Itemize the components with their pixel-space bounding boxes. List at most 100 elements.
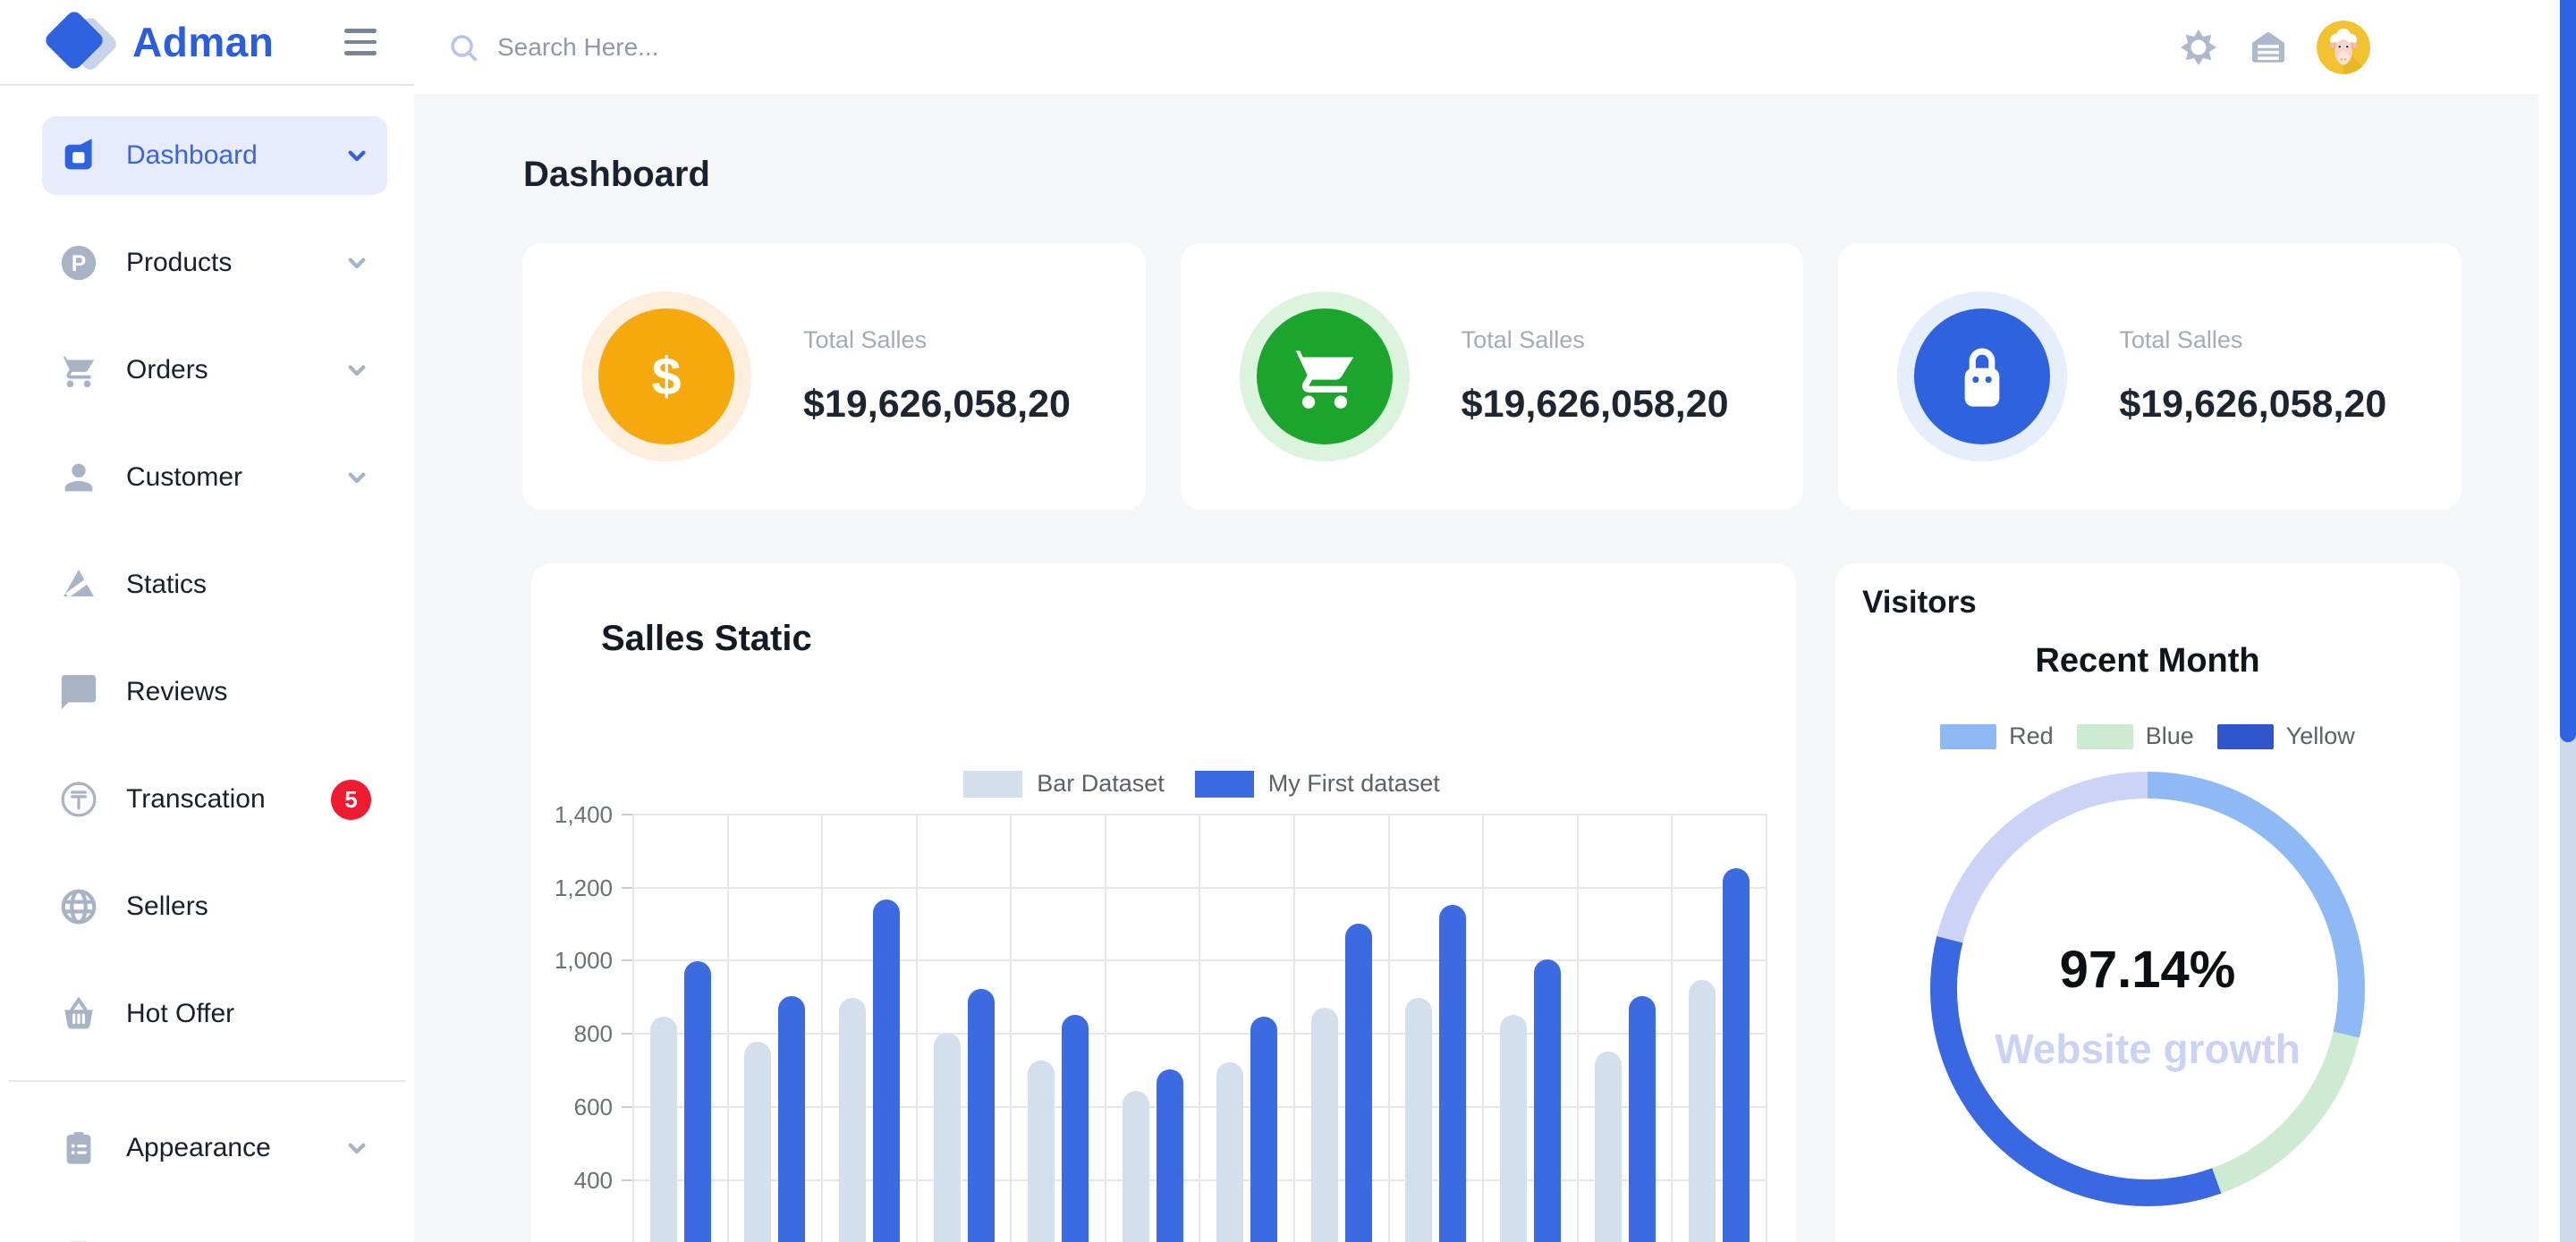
legend-swatch (2216, 723, 2274, 749)
sidebar-item-label: Customer (126, 462, 243, 492)
sidebar-item-reviews[interactable]: Reviews (42, 653, 387, 731)
chart-title: Salles Static (601, 619, 812, 658)
bar-bar-dataset (838, 998, 866, 1242)
stat-card-cart: Total Salles $19,626,058,20 (1180, 243, 1804, 510)
scrollbar-thumb[interactable] (2560, 0, 2576, 742)
sidebar-item-products[interactable]: P Products (42, 224, 387, 302)
svg-text:P: P (72, 251, 87, 276)
stat-card-value: $19,626,058,20 (1461, 383, 1729, 426)
legend-swatch (963, 770, 1023, 798)
legend-label: Yellow (2285, 722, 2355, 749)
bar-column (1579, 814, 1674, 1242)
bar-my-first-dataset (1439, 905, 1467, 1242)
legend-swatch (2076, 723, 2133, 749)
bar-bar-dataset (1499, 1014, 1527, 1242)
donut-legend: Red Blue Yellow (1835, 722, 2460, 750)
sidebar-item-dashboard[interactable]: Dashboard (42, 116, 387, 195)
partial-icon (58, 1235, 99, 1242)
bar-column (634, 814, 729, 1242)
donut-center-label: Website growth (1995, 1026, 2301, 1072)
gridline (634, 1105, 1767, 1108)
y-axis-tick (622, 1105, 632, 1108)
y-axis-tick (622, 1033, 632, 1035)
stat-card-text: Total Salles $19,626,058,20 (803, 326, 1071, 427)
y-axis-tick-label: 1,400 (554, 801, 613, 828)
sidebar-item-label: Appearance (126, 1133, 271, 1162)
y-axis-tick (622, 1179, 632, 1181)
sidebar-item-label: Orders (126, 355, 208, 384)
bar-my-first-dataset (1533, 959, 1561, 1242)
sidebar-item-hidden[interactable] (42, 1216, 387, 1242)
bar-my-first-dataset (967, 989, 995, 1242)
bar-my-first-dataset (1723, 868, 1750, 1242)
legend-item[interactable]: Red (1940, 722, 2054, 750)
hamburger-icon[interactable] (344, 29, 377, 55)
bar-column (1106, 814, 1201, 1242)
garage-icon[interactable] (2247, 26, 2290, 69)
sidebar-item-label: Reviews (126, 677, 228, 706)
sidebar-item-customer[interactable]: Customer (42, 438, 387, 517)
chevron-down-icon (343, 141, 371, 170)
legend-item[interactable]: Bar Dataset (963, 770, 1165, 798)
sidebar-item-orders[interactable]: Orders (42, 331, 387, 410)
stat-card-label: Total Salles (803, 326, 928, 353)
topbar (0, 0, 2560, 94)
bar-my-first-dataset (778, 996, 806, 1242)
donut-hole (1957, 798, 2338, 1179)
bar-bar-dataset (933, 1033, 961, 1242)
stat-card-label: Total Salles (2119, 326, 2243, 353)
legend-swatch (1940, 723, 1997, 749)
sidebar-item-label: Products (126, 248, 233, 277)
bar-column (1390, 814, 1485, 1242)
page-title: Dashboard (523, 155, 710, 194)
bar-column (1295, 814, 1390, 1242)
sidebar-item-sellers[interactable]: Sellers (42, 867, 387, 946)
sellers-icon (58, 886, 99, 927)
y-axis-tick-label: 600 (573, 1093, 613, 1120)
dollar-icon-halo: $ (581, 291, 751, 461)
dashboard-icon (58, 135, 99, 176)
sidebar-item-hot-offer[interactable]: Hot Offer (42, 975, 387, 1053)
gridline (634, 959, 1767, 962)
bar-bar-dataset (1122, 1091, 1149, 1242)
products-icon: P (58, 242, 99, 283)
topbar-actions (2177, 0, 2370, 94)
visitors-card: Visitors Recent Month Red Blue Yellow 97.1… (1835, 563, 2460, 1242)
stat-cards-row: $ Total Salles $19,626,058,20 Total Salles $… (522, 243, 2462, 510)
notification-badge: 5 (331, 779, 371, 820)
sidebar-item-appearance[interactable]: Appearance (42, 1109, 387, 1187)
sidebar-item-statics[interactable]: Statics (42, 545, 387, 624)
bar-my-first-dataset (1628, 996, 1656, 1242)
transcation-icon (58, 779, 99, 820)
bar-column (1673, 814, 1767, 1242)
bar-column (823, 814, 918, 1242)
scrollbar[interactable] (2560, 0, 2576, 1242)
search-input[interactable] (496, 31, 1072, 63)
legend-item[interactable]: Blue (2076, 722, 2194, 750)
brand-name: Adman (132, 19, 275, 65)
user-avatar-sheep[interactable] (2317, 20, 2370, 74)
brand-logo-icon[interactable] (42, 8, 120, 73)
y-axis-tick-label: 1,000 (554, 947, 613, 975)
legend-label: Red (2009, 722, 2054, 749)
bar-bar-dataset (1689, 979, 1716, 1242)
chevron-down-icon (343, 1134, 371, 1162)
search-bar (447, 0, 1072, 94)
bag-icon-halo (1897, 291, 2068, 461)
stat-card-text: Total Salles $19,626,058,20 (1462, 326, 1729, 427)
cart-icon-halo (1239, 291, 1410, 461)
sidebar-item-label: Hot Offer (126, 999, 235, 1028)
bar-bar-dataset (744, 1042, 772, 1242)
charts-row: Salles Static Bar Dataset My First datase… (531, 563, 2460, 1242)
bar-column (918, 814, 1013, 1242)
sidebar-item-transcation[interactable]: Transcation 5 (42, 760, 387, 839)
bar-chart-legend: Bar Dataset My First dataset (632, 770, 1771, 798)
legend-item[interactable]: My First dataset (1194, 770, 1440, 798)
legend-item[interactable]: Yellow (2216, 722, 2355, 750)
gear-icon[interactable] (2177, 26, 2220, 69)
orders-icon (58, 350, 99, 391)
sidebar-menu: Dashboard P Products Orders Customer Statics R… (0, 86, 414, 1242)
bar-bar-dataset (1405, 998, 1433, 1242)
brand-row: Adman (0, 0, 414, 86)
chevron-down-icon (343, 356, 371, 384)
